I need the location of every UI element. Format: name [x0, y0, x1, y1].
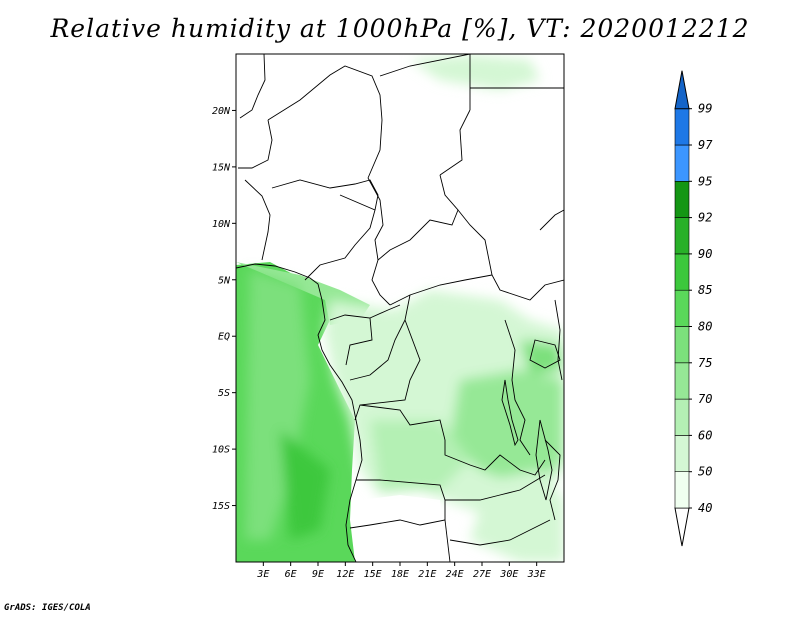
colorbar: 40 50 60 70 75 80 85 90 92 95 97 99 — [674, 70, 713, 547]
lon-tick-label: 12E — [336, 569, 354, 580]
lat-tick-label: 10S — [212, 445, 230, 456]
longitude-ticks: 3E 6E 9E 12E 15E 18E 21E 24E 27E 30E 33E — [256, 562, 546, 580]
credit-label: GrADS: IGES/COLA — [4, 603, 91, 613]
colorbar-segment — [674, 253, 690, 291]
colorbar-segment — [674, 289, 690, 327]
colorbar-segment — [674, 435, 690, 472]
lat-tick-label: 10N — [212, 219, 231, 230]
colorbar-segment — [674, 362, 690, 400]
colorbar-segment — [674, 326, 690, 364]
colorbar-label: 99 — [698, 102, 712, 116]
country-borders — [236, 54, 564, 562]
colorbar-below-triangle — [674, 507, 690, 547]
lat-tick-label: 5N — [218, 275, 231, 286]
colorbar-label: 50 — [698, 465, 712, 479]
humidity-field — [236, 54, 564, 562]
colorbar-label: 80 — [698, 320, 712, 334]
latitude-ticks: 20N 15N 10N 5N EQ 5S 10S 15S — [212, 106, 236, 512]
colorbar-label: 90 — [698, 247, 712, 261]
colorbar-segment — [674, 181, 690, 218]
colorbar-segment — [674, 144, 690, 182]
lat-tick-label: 15N — [212, 162, 231, 173]
lon-tick-label: 21E — [418, 569, 436, 580]
lat-tick-label: EQ — [218, 332, 230, 343]
lon-tick-label: 27E — [473, 569, 491, 580]
lat-tick-label: 5S — [218, 388, 230, 399]
colorbar-label: 92 — [698, 211, 712, 225]
colorbar-above-triangle — [674, 70, 690, 110]
lon-tick-label: 15E — [364, 569, 382, 580]
colorbar-segment — [674, 471, 690, 509]
lon-tick-label: 18E — [391, 569, 409, 580]
colorbar-label: 60 — [698, 428, 712, 442]
colorbar-segment — [674, 398, 690, 436]
lon-tick-label: 33E — [527, 569, 546, 580]
lon-tick-label: 9E — [312, 569, 324, 580]
lon-tick-label: 24E — [446, 569, 464, 580]
lon-tick-label: 6E — [285, 569, 297, 580]
lat-tick-label: 15S — [212, 501, 230, 512]
colorbar-segment — [674, 217, 690, 255]
colorbar-label: 97 — [698, 138, 713, 152]
colorbar-label: 70 — [698, 392, 712, 406]
lon-tick-label: 30E — [499, 569, 518, 580]
colorbar-label: 85 — [698, 283, 712, 297]
colorbar-segment — [674, 108, 690, 146]
lon-tick-label: 3E — [256, 569, 269, 580]
colorbar-label: 40 — [698, 501, 712, 515]
map-title: Relative humidity at 1000hPa [%], VT: 20… — [50, 14, 750, 43]
colorbar-label: 75 — [698, 356, 712, 370]
colorbar-label: 95 — [698, 174, 712, 188]
lat-tick-label: 20N — [212, 106, 231, 117]
